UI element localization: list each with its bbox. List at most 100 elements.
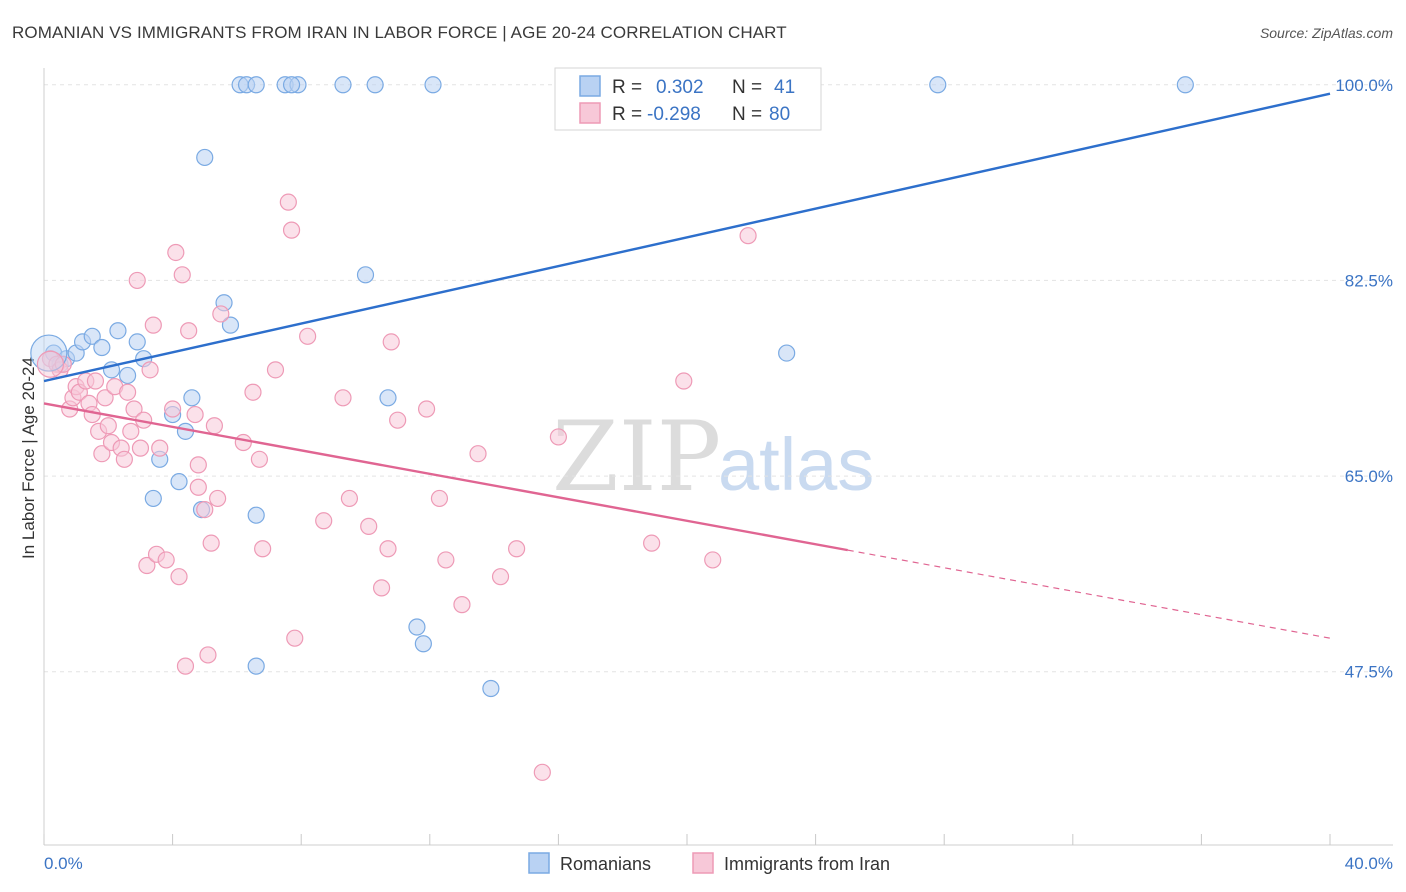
point-iran xyxy=(549,428,568,446)
legend-n-value-romanians: 41 xyxy=(774,77,795,98)
trend-line-iran xyxy=(43,402,848,552)
series-legend-label-romanians: Romanians xyxy=(560,854,651,874)
point-romanians xyxy=(183,389,201,407)
watermark-zip: ZIP xyxy=(552,401,721,513)
point-iran xyxy=(141,361,159,379)
point-romanians xyxy=(144,489,162,508)
point-romanians xyxy=(93,338,111,357)
point-romanians xyxy=(247,506,265,524)
point-iran xyxy=(209,489,227,508)
trend-line-iran-extension xyxy=(847,549,1331,639)
point-iran xyxy=(360,517,378,535)
point-iran xyxy=(704,551,722,569)
point-iran xyxy=(739,227,757,245)
point-romanians xyxy=(83,327,101,345)
series-legend-label-iran: Immigrants from Iran xyxy=(724,854,890,874)
point-iran xyxy=(189,456,207,474)
series-legend: Romanians Immigrants from Iran xyxy=(528,852,890,874)
point-romanians xyxy=(221,316,240,334)
point-iran xyxy=(389,411,407,429)
point-iran xyxy=(199,646,217,664)
point-romanians xyxy=(109,322,127,340)
legend-r-value-iran: -0.298 xyxy=(647,104,701,125)
point-romanians xyxy=(482,679,500,698)
legend-r-label-romanians: R = xyxy=(612,77,642,98)
series-legend-swatch-iran xyxy=(692,852,714,874)
point-iran xyxy=(315,512,333,530)
point-romanians xyxy=(334,76,352,94)
point-iran xyxy=(96,389,114,407)
point-iran xyxy=(131,439,150,457)
stats-legend: R = 0.302 N = 41 R = -0.298 N = 80 xyxy=(554,67,822,131)
y-tick-label: 47.5% xyxy=(1345,663,1393,682)
point-romanians xyxy=(366,76,384,94)
y-tick-labels: 47.5% 65.0% 82.5% 100.0% xyxy=(1335,76,1393,682)
point-iran xyxy=(675,372,693,390)
point-iran xyxy=(643,534,661,552)
legend-n-label-romanians: N = xyxy=(732,77,762,98)
point-iran xyxy=(205,417,223,435)
trend-lines xyxy=(43,92,1331,639)
point-iran xyxy=(186,405,204,424)
point-iran xyxy=(299,327,317,345)
point-iran xyxy=(508,540,526,558)
point-iran xyxy=(202,534,220,552)
point-iran xyxy=(453,596,471,614)
point-iran xyxy=(379,540,397,558)
point-iran xyxy=(125,400,143,418)
point-iran xyxy=(266,361,285,379)
point-iran xyxy=(469,445,487,463)
grid-lines xyxy=(44,84,1393,673)
point-iran xyxy=(83,405,101,424)
chart-source: Source: ZipAtlas.com xyxy=(1260,25,1393,41)
point-iran xyxy=(180,322,198,340)
point-iran xyxy=(286,629,304,647)
point-iran xyxy=(372,579,391,597)
point-iran xyxy=(491,568,510,586)
y-tick-label: 65.0% xyxy=(1345,467,1393,486)
data-points xyxy=(30,76,1194,781)
point-iran xyxy=(234,433,252,452)
point-iran xyxy=(93,445,111,463)
point-iran xyxy=(250,450,269,468)
point-iran xyxy=(138,556,156,575)
point-iran xyxy=(128,271,146,290)
point-iran xyxy=(118,383,137,401)
point-romanians xyxy=(128,333,146,351)
point-iran xyxy=(212,305,230,323)
point-iran xyxy=(254,540,272,558)
point-romanians xyxy=(778,344,796,362)
point-iran-cluster xyxy=(36,350,65,378)
point-romanians xyxy=(118,366,137,385)
point-iran xyxy=(151,439,169,457)
point-iran xyxy=(382,333,400,351)
point-romanians xyxy=(247,657,265,675)
point-romanians xyxy=(929,76,947,94)
x-ticks xyxy=(43,834,1331,845)
point-iran xyxy=(244,383,262,401)
legend-swatch-romanians xyxy=(579,75,601,97)
x-tick-label-end: 40.0% xyxy=(1345,854,1393,873)
point-iran xyxy=(196,501,214,519)
point-romanians xyxy=(408,618,426,636)
point-iran xyxy=(122,422,140,440)
point-romanians xyxy=(247,76,265,94)
point-romanians xyxy=(196,148,214,167)
point-iran xyxy=(417,400,436,418)
point-iran xyxy=(533,763,551,781)
point-iran xyxy=(157,551,175,569)
point-iran xyxy=(176,657,195,675)
point-iran xyxy=(282,221,301,239)
point-iran xyxy=(170,568,188,586)
legend-n-value-iran: 80 xyxy=(769,104,790,125)
x-tick-label-start: 0.0% xyxy=(44,854,83,873)
point-iran xyxy=(340,489,359,508)
point-romanians xyxy=(282,76,301,94)
series-legend-swatch-romanians xyxy=(528,852,550,874)
chart-title: ROMANIAN VS IMMIGRANTS FROM IRAN IN LABO… xyxy=(12,23,787,42)
point-romanians xyxy=(414,635,432,653)
y-tick-label: 100.0% xyxy=(1335,76,1393,95)
y-axis-label: In Labor Force | Age 20-24 xyxy=(19,357,38,559)
axes xyxy=(43,68,1393,846)
